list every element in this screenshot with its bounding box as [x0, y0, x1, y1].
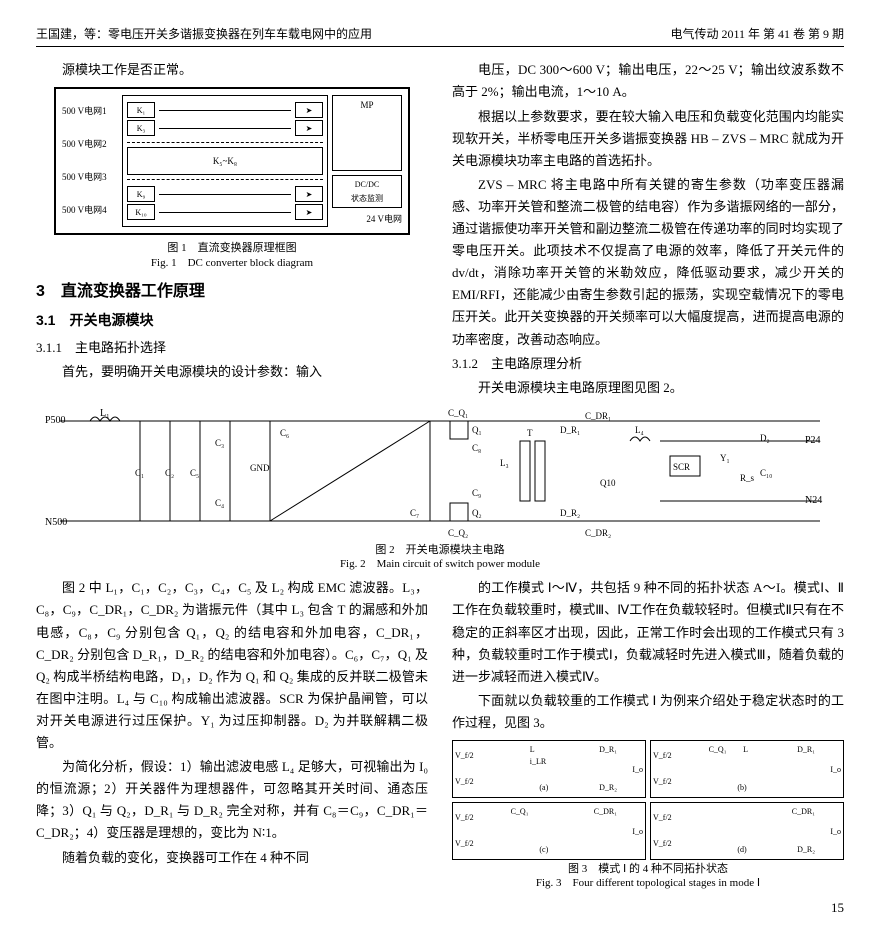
fig1-label-net3: 500 V电网3	[62, 170, 122, 185]
fig1-caption: 图 1 直流变换器原理框图 Fig. 1 DC converter block …	[36, 241, 428, 270]
svg-text:SCR: SCR	[673, 462, 690, 472]
lower-right-p1: 的工作模式 Ⅰ～Ⅳ，共包括 9 种不同的拓扑状态 A～I。模式Ⅰ、Ⅱ工作在负载较…	[452, 577, 844, 687]
svg-text:C₁₀: C₁₀	[760, 468, 772, 478]
svg-text:L₃: L₃	[500, 458, 509, 468]
svg-text:C_Q₁: C_Q₁	[448, 408, 468, 418]
section-3-1-2-title: 3.1.2 主电路原理分析	[452, 353, 844, 375]
right-p3: ZVS – MRC 将主电路中所有关键的寄生参数（功率变压器漏感、功率开关管和整…	[452, 174, 844, 351]
section-3-title: 3 直流变换器工作原理	[36, 278, 428, 305]
fig3-caption: 图 3 模式 Ⅰ 的 4 种不同拓扑状态 Fig. 3 Four differe…	[452, 862, 844, 891]
svg-text:GND: GND	[250, 463, 270, 473]
lower-left-column: 图 2 中 L₁，C₁，C₂，C₃，C₄，C₅ 及 L₂ 构成 EMC 滤波器。…	[36, 577, 428, 918]
right-p2: 根据以上参数要求，要在较大输入电压和负载变化范围内均能实现软开关，半桥零电压开关…	[452, 106, 844, 172]
lower-right-column: 的工作模式 Ⅰ～Ⅳ，共包括 9 种不同的拓扑状态 A～I。模式Ⅰ、Ⅱ工作在负载较…	[452, 577, 844, 918]
fig1-label-net2: 500 V电网2	[62, 137, 122, 152]
fig1-k5k8: K₅~K₈	[127, 147, 323, 175]
fig3-grid: V_f/2 V_f/2 L i_LR D_R₁ D_R₂ I_o (a) V_f…	[452, 740, 844, 860]
svg-text:Y₁: Y₁	[720, 453, 730, 463]
fig2-caption: 图 2 开关电源模块主电路 Fig. 2 Main circuit of swi…	[36, 543, 844, 572]
lower-left-p3: 随着负载的变化，变换器可工作在 4 种不同	[36, 847, 428, 869]
fig1-mp: MP	[332, 95, 402, 171]
svg-text:C₃: C₃	[215, 438, 224, 448]
lower-columns: 图 2 中 L₁，C₁，C₂，C₃，C₄，C₅ 及 L₂ 构成 EMC 滤波器。…	[36, 577, 844, 918]
para-a: 首先，要明确开关电源模块的设计参数：输入	[36, 361, 428, 383]
fig1-dcdc: DC/DC 状态监测	[332, 175, 402, 208]
lower-right-p2: 下面就以负载较重的工作模式 Ⅰ 为例来介绍处于稳定状态时的工作过程，见图 3。	[452, 690, 844, 734]
para-top-left: 源模块工作是否正常。	[36, 59, 428, 81]
fig1-caption-en: Fig. 1 DC converter block diagram	[36, 256, 428, 270]
right-p1: 电压，DC 300～600 V；输出电压，22～25 V；输出纹波系数不高于 2…	[452, 59, 844, 103]
fig1-out: 24 V电网	[332, 212, 402, 227]
fig1-label-net1: 500 V电网1	[62, 104, 122, 119]
svg-text:Q₁: Q₁	[472, 425, 482, 435]
fig2-circuit-diagram: P500 N500 L₁ C₁ C₂ C₃ C₄ C₅ GND C₆ C₇ Q₁…	[36, 401, 844, 541]
svg-text:Q₂: Q₂	[472, 508, 482, 518]
section-3-num: 3	[36, 283, 45, 300]
fig3-cell-d: V_f/2 V_f/2 C_DR₁ D_R₂ I_o (d)	[650, 802, 844, 860]
lower-left-p1: 图 2 中 L₁，C₁，C₂，C₃，C₄，C₅ 及 L₂ 构成 EMC 滤波器。…	[36, 577, 428, 754]
fig3-cell-b: V_f/2 V_f/2 C_Q₁ L D_R₁ I_o (b)	[650, 740, 844, 798]
svg-text:C₂: C₂	[165, 468, 174, 478]
svg-text:D_R₂: D_R₂	[560, 508, 580, 518]
svg-text:C_Q₂: C_Q₂	[448, 528, 468, 538]
fig2-container: P500 N500 L₁ C₁ C₂ C₃ C₄ C₅ GND C₆ C₇ Q₁…	[36, 401, 844, 572]
lower-left-p2: 为简化分析，假设：1）输出滤波电感 L₄ 足够大，可视输出为 I₀ 的恒流源；2…	[36, 756, 428, 844]
upper-right-column: 电压，DC 300～600 V；输出电压，22～25 V；输出纹波系数不高于 2…	[452, 59, 844, 400]
svg-text:L₄: L₄	[635, 425, 644, 435]
svg-text:C₄: C₄	[215, 498, 224, 508]
header-right: 电气传动 2011 年 第 41 卷 第 9 期	[670, 24, 844, 44]
svg-text:C_DR₁: C_DR₁	[585, 411, 611, 421]
page-number: 15	[452, 897, 844, 919]
right-p4: 开关电源模块主电路原理图见图 2。	[452, 377, 844, 399]
svg-text:T: T	[527, 428, 533, 438]
header-left: 王国建，等：零电压开关多谐振变换器在列车车载电网中的应用	[36, 24, 372, 44]
fig3-cell-c: V_f/2 V_f/2 C_Q₁ C_DR₁ I_o (c)	[452, 802, 646, 860]
svg-text:N500: N500	[45, 517, 67, 528]
section-3-1-1-title: 3.1.1 主电路拓扑选择	[36, 337, 428, 359]
fig3-cell-a: V_f/2 V_f/2 L i_LR D_R₁ D_R₂ I_o (a)	[452, 740, 646, 798]
fig2-caption-cn: 图 2 开关电源模块主电路	[36, 543, 844, 557]
svg-text:C₆: C₆	[280, 428, 289, 438]
fig3-caption-en: Fig. 3 Four different topological stages…	[452, 876, 844, 890]
page-header: 王国建，等：零电压开关多谐振变换器在列车车载电网中的应用 电气传动 2011 年…	[36, 24, 844, 47]
svg-text:D_R₁: D_R₁	[560, 425, 580, 435]
svg-text:C₇: C₇	[410, 508, 419, 518]
fig1-block-diagram: 500 V电网1 500 V电网2 500 V电网3 500 V电网4 K₁➤ …	[54, 87, 410, 235]
fig1-k10: K₁₀	[127, 204, 155, 220]
section-3-1-title: 3.1 开关电源模块	[36, 309, 428, 333]
svg-text:R_s: R_s	[740, 473, 755, 483]
fig1-k1: K₁	[127, 102, 155, 118]
fig1-k3: K₃	[127, 120, 155, 136]
svg-text:C₅: C₅	[190, 468, 199, 478]
svg-text:C₁: C₁	[135, 468, 144, 478]
svg-text:P500: P500	[45, 415, 66, 426]
fig1-k9: K₉	[127, 186, 155, 202]
upper-columns: 源模块工作是否正常。 500 V电网1 500 V电网2 500 V电网3 50…	[36, 59, 844, 400]
fig1-label-net4: 500 V电网4	[62, 203, 122, 218]
fig3-caption-cn: 图 3 模式 Ⅰ 的 4 种不同拓扑状态	[452, 862, 844, 876]
svg-text:C₈: C₈	[472, 443, 481, 453]
fig1-caption-cn: 图 1 直流变换器原理框图	[36, 241, 428, 255]
fig2-caption-en: Fig. 2 Main circuit of switch power modu…	[36, 557, 844, 571]
svg-text:C₉: C₉	[472, 488, 481, 498]
upper-left-column: 源模块工作是否正常。 500 V电网1 500 V电网2 500 V电网3 50…	[36, 59, 428, 400]
svg-text:C_DR₂: C_DR₂	[585, 528, 611, 538]
svg-text:Q10: Q10	[600, 478, 616, 488]
